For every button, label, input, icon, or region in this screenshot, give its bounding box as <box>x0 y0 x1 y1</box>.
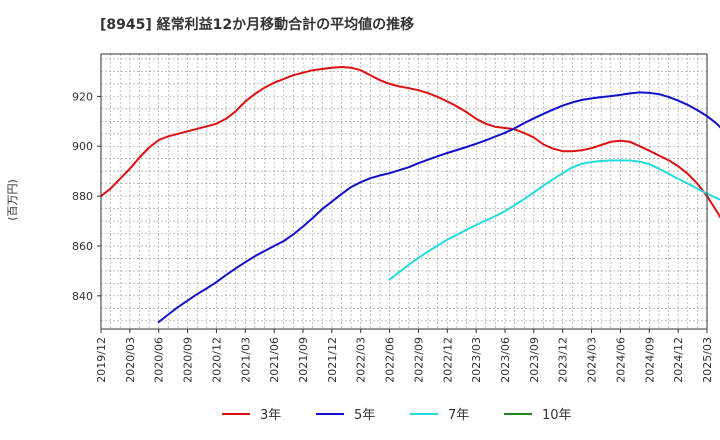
x-tick-label: 2020/06 <box>153 337 166 383</box>
legend-label: 10年 <box>542 408 572 423</box>
x-tick-label: 2023/12 <box>557 337 570 383</box>
x-tick-label: 2021/09 <box>297 337 310 383</box>
x-tick-label: 2023/09 <box>528 337 541 383</box>
y-axis-label: (百万円) <box>6 179 19 221</box>
x-tick-label: 2021/12 <box>326 337 339 383</box>
legend: 3年 5年 7年 10年 <box>222 408 572 423</box>
x-tick-label: 2024/12 <box>672 337 685 383</box>
x-tick-label: 2022/03 <box>355 337 368 383</box>
x-tick-label: 2020/03 <box>124 337 137 383</box>
series-line <box>100 66 720 219</box>
x-tick-label: 2022/06 <box>384 337 397 383</box>
y-tick-label: 840 <box>72 290 93 303</box>
y-tick-label: 920 <box>72 90 93 103</box>
series-line <box>157 91 720 323</box>
x-tick-label: 2023/06 <box>499 337 512 383</box>
series-lines <box>100 66 720 323</box>
x-tick-label: 2024/09 <box>643 337 656 383</box>
x-tick-label: 2025/03 <box>701 337 714 383</box>
x-tick-label: 2020/09 <box>182 337 195 383</box>
legend-label: 5年 <box>354 408 375 423</box>
axes: 840 860 880 900 920 2019/12 2020/03 2020/06 2020… <box>72 90 714 382</box>
x-tick-label: 2022/09 <box>412 337 425 383</box>
plot-frame <box>100 53 708 330</box>
y-tick-label: 880 <box>72 190 93 203</box>
x-tick-label: 2022/12 <box>441 337 454 383</box>
legend-label: 3年 <box>260 408 281 423</box>
series-line <box>388 159 720 281</box>
legend-label: 7年 <box>448 408 469 423</box>
x-tick-label: 2024/03 <box>586 337 599 383</box>
x-tick-label: 2021/06 <box>268 337 281 383</box>
x-tick-label: 2024/06 <box>614 337 627 383</box>
x-tick-label: 2019/12 <box>95 337 108 383</box>
x-tick-label: 2023/03 <box>470 337 483 383</box>
y-tick-label: 860 <box>72 240 93 253</box>
y-tick-label: 900 <box>72 140 93 153</box>
x-tick-label: 2020/12 <box>210 337 223 383</box>
x-tick-label: 2021/03 <box>239 337 252 383</box>
chart-title: [8945] 経常利益12か月移動合計の平均値の推移 <box>100 17 415 33</box>
